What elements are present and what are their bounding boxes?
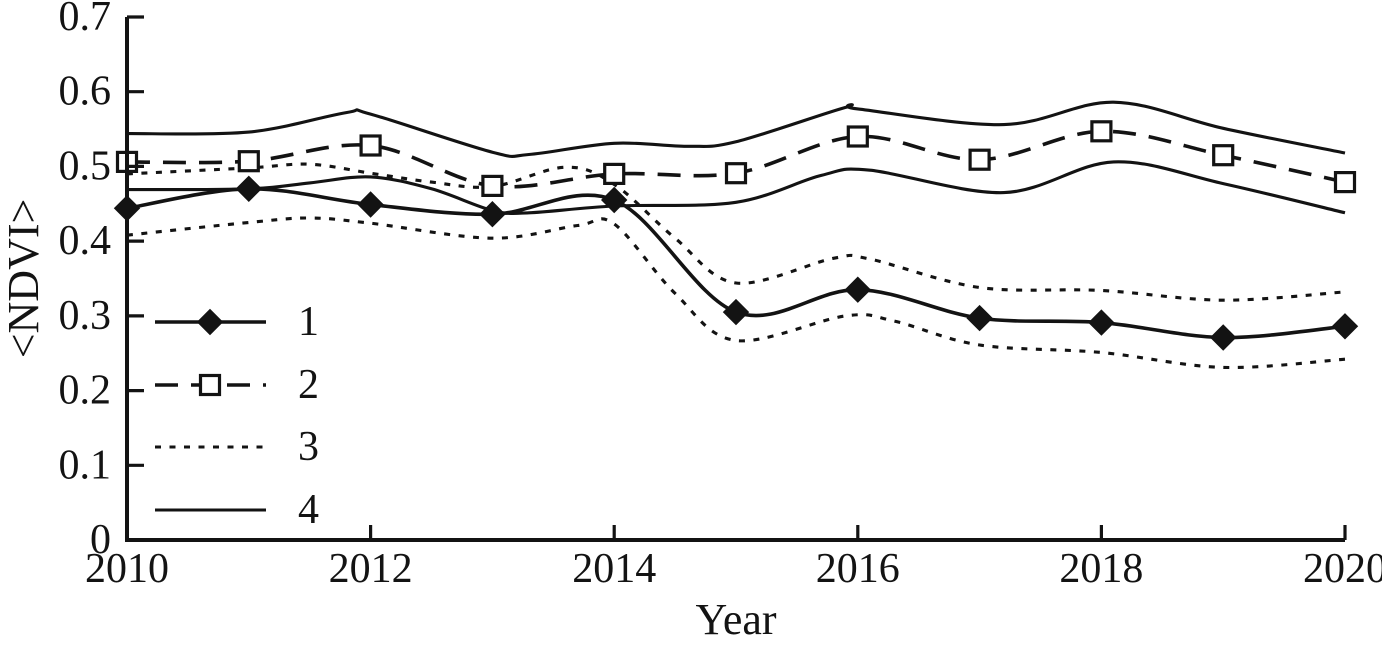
series-1-marker-2017 — [966, 304, 993, 332]
y-tick-label-0.6: 0.6 — [59, 69, 112, 115]
x-tick-label-2016: 2016 — [816, 546, 900, 592]
y-axis-title: <NDVI> — [0, 199, 48, 359]
series-2-marker-2019 — [1212, 144, 1235, 167]
series-4-upper-line — [126, 100, 1346, 159]
series-2-marker-2013 — [481, 174, 504, 197]
series-2-marker-2011 — [237, 150, 260, 173]
series-2-marker-2015 — [724, 162, 748, 185]
series-1-marker-2020 — [1331, 313, 1359, 340]
legend-label-3: 3 — [298, 424, 319, 470]
y-tick-label-0.2: 0.2 — [59, 368, 112, 414]
x-tick-label-2018: 2018 — [1059, 546, 1143, 592]
series-2-marker-2014 — [603, 162, 626, 185]
series-2-marker-2012 — [359, 134, 382, 157]
legend-label-2: 2 — [298, 362, 319, 408]
series-1-marker-2019 — [1209, 324, 1237, 351]
x-tick-label-2010: 2010 — [85, 546, 169, 592]
legend-marker-1 — [196, 308, 224, 336]
series-2-marker-2017 — [968, 148, 991, 171]
legend-label-4: 4 — [298, 487, 319, 533]
legend-marker-2 — [198, 373, 222, 397]
series-1-marker-2013 — [479, 200, 506, 228]
legend-label-1: 1 — [298, 299, 319, 345]
series-2-marker-2020 — [1333, 171, 1357, 194]
series-2-marker-2016 — [846, 125, 869, 148]
series-1-marker-2014 — [600, 186, 628, 214]
x-tick-label-2014: 2014 — [572, 546, 656, 592]
series-1-marker-2015 — [722, 298, 750, 326]
series-1-marker-2018 — [1088, 309, 1115, 336]
series-4-lower-line — [126, 160, 1346, 215]
series-1-marker-2012 — [357, 191, 384, 218]
series-3-upper-line — [126, 162, 1346, 302]
x-tick-label-2012: 2012 — [329, 546, 413, 592]
x-tick-label-2020: 2020 — [1303, 546, 1382, 592]
series-1-marker-2011 — [235, 175, 263, 203]
series-1-marker-2016 — [844, 276, 872, 303]
y-tick-label-0.7: 0.7 — [59, 0, 112, 40]
series-2-marker-2018 — [1090, 120, 1113, 143]
series-3-lower-line — [126, 216, 1346, 370]
y-tick-label-0.5: 0.5 — [59, 143, 112, 189]
x-axis-title: Year — [695, 595, 776, 644]
y-tick-label-0.4: 0.4 — [59, 218, 112, 264]
y-tick-label-0.1: 0.1 — [59, 442, 112, 488]
y-tick-label-0: 0 — [90, 517, 111, 563]
y-tick-label-0.3: 0.3 — [59, 293, 112, 339]
